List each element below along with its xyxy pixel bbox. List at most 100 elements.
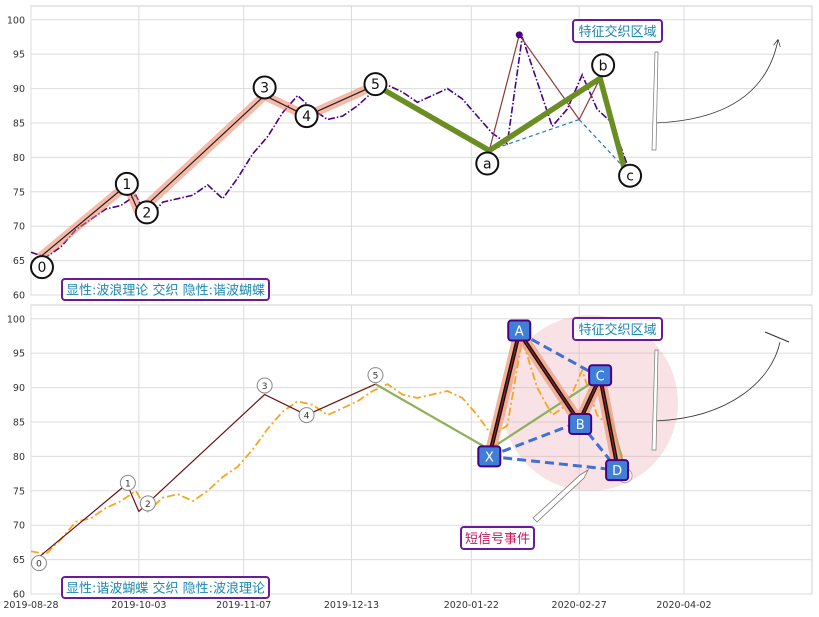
x-tick-label: 2020-02-27 [552,600,607,611]
top-wave-markers: 0 12 3 4 5 a b c [29,31,643,280]
wave-label: a [483,157,492,173]
axis-ticks: 6065707580859095100606570758085909510020… [3,15,711,611]
wave-label-circle [591,53,616,78]
wave-label-circle [256,377,273,394]
y-tick-label: 90 [13,84,25,95]
wave-label: 0 [36,560,42,570]
top-wave-lines [37,33,627,261]
y-tick-label: 95 [13,50,25,61]
harmonic-peak-dot [515,31,523,39]
butterfly-label: D [612,464,622,479]
wave-label-circle [29,255,54,280]
wave-label-circle [134,200,159,225]
x-tick-label: 2019-11-07 [216,600,271,611]
x-tick-label: 2020-01-22 [444,600,499,611]
top-projection-arrow [654,40,778,124]
top-panel-frame [30,5,813,296]
wave-label: 4 [304,412,310,422]
top-zone-label-box [572,19,663,43]
wave-label-circle [363,72,388,97]
wave-label: 3 [260,80,269,96]
bottom-footer-label-box [61,576,270,599]
butterfly-leg-core [518,332,580,423]
wave-label-circle [252,75,277,100]
wave-label-circle [475,151,500,176]
y-tick-label: 65 [13,256,25,267]
butterfly-label: X [485,450,494,465]
y-tick-label: 80 [13,153,25,164]
impulse-wave-line [39,383,376,557]
butterfly-bd-line [577,421,620,472]
impulse-wave-line [39,84,376,258]
bottom-wave-markers: 012345cXABCD [30,319,633,572]
y-tick-label: 70 [13,222,25,233]
y-tick-label: 90 [13,383,25,394]
bottom-zone-pointer [651,349,659,451]
wave-label-circle [367,367,384,384]
x-tick-label: 2020-04-02 [656,600,711,611]
butterfly-xd-line [489,454,619,472]
harmonic-bd-line [578,119,625,169]
wave-label: 5 [373,372,379,382]
wave-label-circle [119,474,136,491]
butterfly-leg-core [488,332,520,457]
bottom-panel-frame [30,304,813,595]
top-zone-label: 特征交织区域 [578,24,656,40]
correction-wave-line [374,75,627,169]
bottom-zone-label-box [572,317,663,341]
top-zone-pointer [651,51,659,151]
y-tick-label: 85 [13,417,25,428]
bottom-projection-bar [764,331,790,343]
wave-label-circle [294,104,319,129]
butterfly-leg-core [599,377,619,471]
wave-label: 4 [302,109,311,125]
bottom-projection-arrow [654,341,781,422]
y-tick-label: 100 [7,314,25,325]
y-tick-label: 60 [13,291,25,302]
wave-label: 0 [38,260,47,276]
top-footer-label-box [61,278,270,301]
x-tick-label: 2019-08-28 [3,600,58,611]
price-line [30,36,628,259]
y-tick-label: 95 [13,349,25,360]
butterfly-label-box [568,412,593,435]
butterfly-label: A [515,325,524,340]
y-tick-label: 80 [13,452,25,463]
wave-label-circle [30,555,47,572]
y-tick-label: 70 [13,521,25,532]
bottom-grid [30,305,812,595]
butterfly-label-box [477,445,502,468]
butterfly-ac-line [518,331,601,379]
wave-label: b [599,58,608,74]
y-tick-label: 60 [13,590,25,601]
wave-label: 1 [125,479,131,489]
y-tick-label: 65 [13,555,25,566]
wave-label: 2 [145,500,151,510]
x-tick-label: 2019-10-03 [111,600,166,611]
butterfly-label: C [596,369,605,384]
wave-label: 5 [371,77,380,93]
bottom-footer-label: 显性:谐波蝴蝶 交织 隐性:波浪理论 [66,581,265,597]
butterfly-label-box [605,459,630,482]
top-footer-label: 显性:波浪理论 交织 隐性:谐波蝴蝶 [66,283,265,299]
wave-label: 1 [122,177,131,193]
wave-label-circle [298,407,315,424]
butterfly-label: B [576,418,585,433]
signal-arrow [532,468,589,523]
wave-label-circle [618,163,643,188]
x-tick-label: 2019-12-13 [324,600,379,611]
butterfly-xb-line [488,420,580,458]
wave-label: 3 [262,382,268,392]
wave-label: c [626,169,634,185]
y-tick-label: 75 [13,486,25,497]
y-tick-label: 85 [13,118,25,129]
y-tick-label: 75 [13,187,25,198]
wave-label-circle [114,171,139,196]
bottom-zone-label: 特征交织区域 [578,322,656,338]
harmonic-xb-line [489,118,580,152]
signal-label-box [460,526,535,550]
signal-label: 短信号事件 [465,532,530,547]
wave-label: 2 [142,205,151,221]
butterfly-label-box [588,364,613,387]
